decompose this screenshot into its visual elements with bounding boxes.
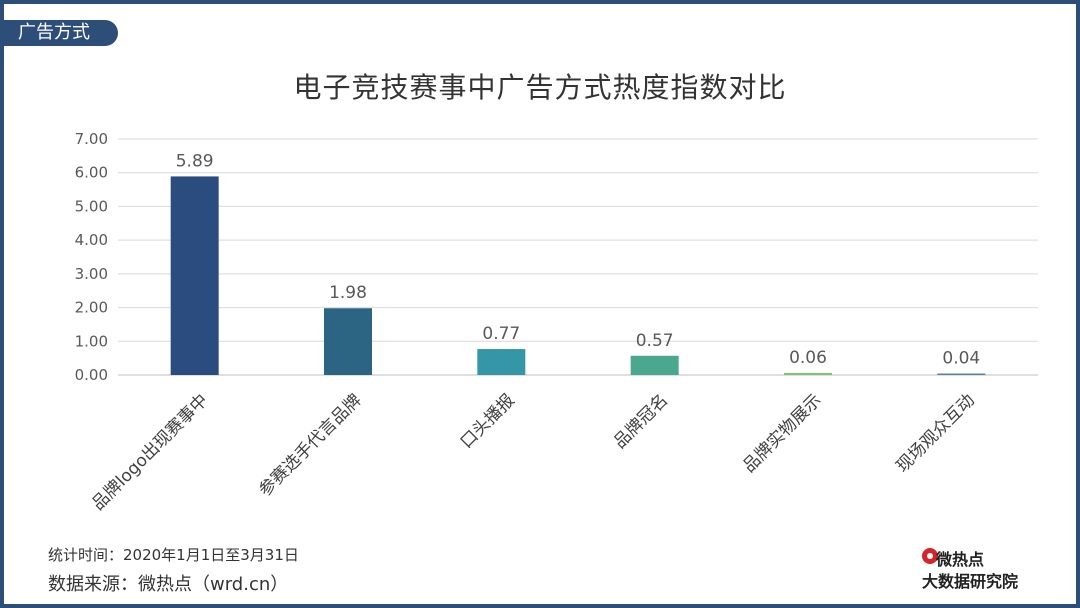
- y-tick-label: 5.00: [75, 197, 108, 215]
- logo-mark-icon: [922, 548, 938, 564]
- stat-period: 统计时间：2020年1月1日至3月31日: [48, 546, 299, 564]
- category-label: 品牌冠名: [610, 390, 672, 452]
- y-tick-label: 3.00: [75, 265, 108, 283]
- y-tick-label: 0.00: [75, 366, 108, 384]
- y-tick-label: 6.00: [75, 164, 108, 182]
- y-tick-label: 7.00: [75, 130, 108, 148]
- bar-value-label: 0.77: [482, 324, 520, 344]
- category-label: 口头播报: [457, 390, 519, 452]
- bar: [937, 373, 986, 375]
- logo-line1: 微热点: [936, 550, 985, 569]
- chart-title: 电子竞技赛事中广告方式热度指数对比: [293, 71, 787, 104]
- y-tick-label: 1.00: [75, 332, 108, 350]
- logo-line2: 大数据研究院: [922, 572, 1019, 591]
- category-label: 品牌logo出现赛事中: [88, 390, 213, 515]
- bar: [170, 176, 219, 375]
- bar: [324, 308, 372, 375]
- bar-value-label: 5.89: [176, 151, 214, 171]
- logo: 微热点 大数据研究院: [922, 546, 1044, 592]
- category-label: 参赛选手代言品牌: [255, 390, 366, 501]
- section-tag: 广告方式: [4, 20, 118, 46]
- bar-value-label: 0.06: [789, 348, 827, 368]
- bar-value-label: 0.04: [942, 349, 980, 369]
- bar-value-label: 1.98: [329, 283, 367, 303]
- bar: [784, 372, 832, 375]
- bar: [630, 355, 679, 375]
- category-label: 品牌实物展示: [739, 390, 825, 476]
- category-label: 现场观众互动: [893, 390, 979, 476]
- bar: [477, 349, 526, 375]
- bar-value-label: 0.57: [636, 331, 674, 351]
- y-tick-label: 4.00: [75, 231, 108, 249]
- data-source: 数据来源：微热点（wrd.cn）: [48, 574, 289, 595]
- y-tick-label: 2.00: [75, 299, 108, 317]
